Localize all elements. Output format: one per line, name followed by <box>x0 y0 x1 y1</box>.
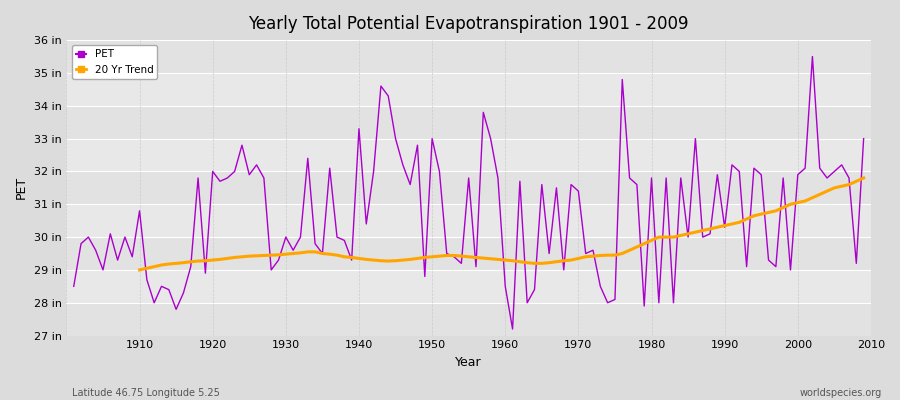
X-axis label: Year: Year <box>455 356 482 369</box>
Text: worldspecies.org: worldspecies.org <box>800 388 882 398</box>
Bar <box>67 237 871 270</box>
Title: Yearly Total Potential Evapotranspiration 1901 - 2009: Yearly Total Potential Evapotranspiratio… <box>248 15 688 33</box>
Bar <box>67 73 871 106</box>
Bar <box>67 270 871 303</box>
Bar <box>67 7 871 40</box>
Bar <box>67 172 871 204</box>
Bar <box>67 139 871 172</box>
Bar <box>67 40 871 73</box>
Bar <box>67 204 871 237</box>
Bar <box>67 303 871 336</box>
Y-axis label: PET: PET <box>15 176 28 200</box>
Legend: PET, 20 Yr Trend: PET, 20 Yr Trend <box>72 45 158 79</box>
Text: Latitude 46.75 Longitude 5.25: Latitude 46.75 Longitude 5.25 <box>72 388 220 398</box>
Bar <box>67 106 871 139</box>
